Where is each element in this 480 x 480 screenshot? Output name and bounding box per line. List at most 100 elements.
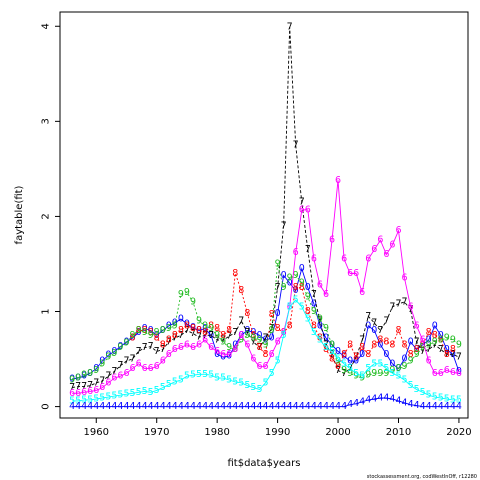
data-point-7: 7 — [426, 344, 432, 355]
data-point-5: 5 — [323, 342, 329, 353]
data-point-5: 5 — [401, 375, 407, 386]
data-point-8: 8 — [172, 330, 178, 341]
data-point-6: 6 — [123, 368, 129, 379]
data-point-8: 8 — [311, 320, 317, 331]
data-point-9: 9 — [117, 342, 123, 353]
data-point-8: 8 — [269, 309, 275, 320]
data-point-4: 4 — [111, 401, 117, 412]
data-point-9: 9 — [426, 339, 432, 350]
data-point-5: 5 — [383, 363, 389, 374]
data-point-6: 6 — [456, 368, 462, 379]
data-point-0: 0 — [341, 351, 347, 362]
data-point-5: 5 — [184, 371, 190, 382]
data-point-0: 0 — [250, 327, 256, 338]
x-tick-label: 2010 — [386, 427, 411, 438]
data-point-0: 0 — [305, 282, 311, 293]
data-point-0: 0 — [202, 323, 208, 334]
data-point-5: 5 — [148, 387, 154, 398]
data-point-4: 4 — [420, 401, 426, 412]
data-point-6: 6 — [166, 349, 172, 360]
data-point-9: 9 — [335, 356, 341, 367]
data-point-5: 5 — [317, 335, 323, 346]
data-point-4: 4 — [281, 401, 287, 412]
data-point-5: 5 — [329, 346, 335, 357]
data-point-6: 6 — [281, 327, 287, 338]
data-point-9: 9 — [450, 335, 456, 346]
data-point-7: 7 — [117, 360, 123, 371]
data-point-6: 6 — [111, 373, 117, 384]
data-point-5: 5 — [420, 387, 426, 398]
data-point-0: 0 — [184, 318, 190, 329]
data-point-4: 4 — [69, 401, 75, 412]
data-point-8: 8 — [154, 333, 160, 344]
data-point-7: 7 — [365, 311, 371, 322]
data-point-5: 5 — [226, 375, 232, 386]
data-point-4: 4 — [226, 401, 232, 412]
data-point-4: 4 — [353, 398, 359, 409]
series-0: 0 0 0 0 000 0 0 0 00 0 0 0 0 0 0 0 0 0 0 000 0 000 0 0 0 0 0000000… — [69, 263, 462, 384]
y-tick-label: 4 — [41, 23, 52, 29]
data-point-0: 0 — [142, 323, 148, 334]
data-point-0: 0 — [335, 346, 341, 357]
data-point-7: 7 — [123, 356, 129, 367]
data-point-5: 5 — [426, 390, 432, 401]
data-point-9: 9 — [136, 325, 142, 336]
data-point-5: 5 — [166, 379, 172, 390]
data-point-6: 6 — [262, 361, 268, 372]
data-point-8: 8 — [444, 349, 450, 360]
data-point-7: 7 — [208, 330, 214, 341]
data-point-5: 5 — [190, 370, 196, 381]
data-point-8: 8 — [250, 330, 256, 341]
data-point-6: 6 — [117, 371, 123, 382]
data-point-9: 9 — [226, 342, 232, 353]
data-point-0: 0 — [426, 335, 432, 346]
data-point-5: 5 — [111, 391, 117, 402]
data-point-8: 8 — [244, 308, 250, 319]
data-point-9: 9 — [341, 365, 347, 376]
data-point-7: 7 — [232, 327, 238, 338]
data-point-9: 9 — [299, 278, 305, 289]
data-point-6: 6 — [75, 388, 81, 399]
data-point-7: 7 — [329, 349, 335, 360]
data-point-6: 6 — [154, 361, 160, 372]
data-point-6: 6 — [99, 382, 105, 393]
data-point-5: 5 — [81, 394, 87, 405]
data-point-8: 8 — [129, 333, 135, 344]
data-point-9: 9 — [414, 349, 420, 360]
data-point-6: 6 — [256, 361, 262, 372]
data-point-5: 5 — [341, 358, 347, 369]
data-point-0: 0 — [389, 358, 395, 369]
data-point-6: 6 — [172, 344, 178, 355]
data-point-0: 0 — [117, 341, 123, 352]
data-point-6: 6 — [395, 225, 401, 236]
data-point-7: 7 — [172, 333, 178, 344]
series-line-9 — [71, 263, 460, 381]
data-point-4: 4 — [81, 401, 87, 412]
data-point-4: 4 — [123, 401, 129, 412]
data-point-5: 5 — [214, 373, 220, 384]
data-point-7: 7 — [214, 335, 220, 346]
data-point-7: 7 — [93, 377, 99, 388]
data-point-8: 8 — [329, 354, 335, 365]
data-point-8: 8 — [232, 268, 238, 279]
data-point-0: 0 — [432, 320, 438, 331]
data-point-0: 0 — [111, 346, 117, 357]
axes-layer: 1960 1970 1980 1990 2000 2010 2020 0 1 2 3 4 — [41, 23, 472, 438]
data-point-0: 0 — [262, 335, 268, 346]
data-point-5: 5 — [432, 392, 438, 403]
data-point-7: 7 — [401, 297, 407, 308]
data-point-5: 5 — [75, 395, 81, 406]
data-point-0: 0 — [256, 330, 262, 341]
data-point-5: 5 — [202, 369, 208, 380]
data-point-9: 9 — [160, 325, 166, 336]
data-point-5: 5 — [244, 380, 250, 391]
data-point-6: 6 — [269, 349, 275, 360]
data-point-7: 7 — [420, 346, 426, 357]
x-tick-label: 1960 — [84, 427, 109, 438]
series-line-5 — [72, 299, 459, 402]
data-point-4: 4 — [347, 399, 353, 410]
data-point-6: 6 — [160, 356, 166, 367]
data-point-9: 9 — [323, 323, 329, 334]
data-point-7: 7 — [220, 335, 226, 346]
